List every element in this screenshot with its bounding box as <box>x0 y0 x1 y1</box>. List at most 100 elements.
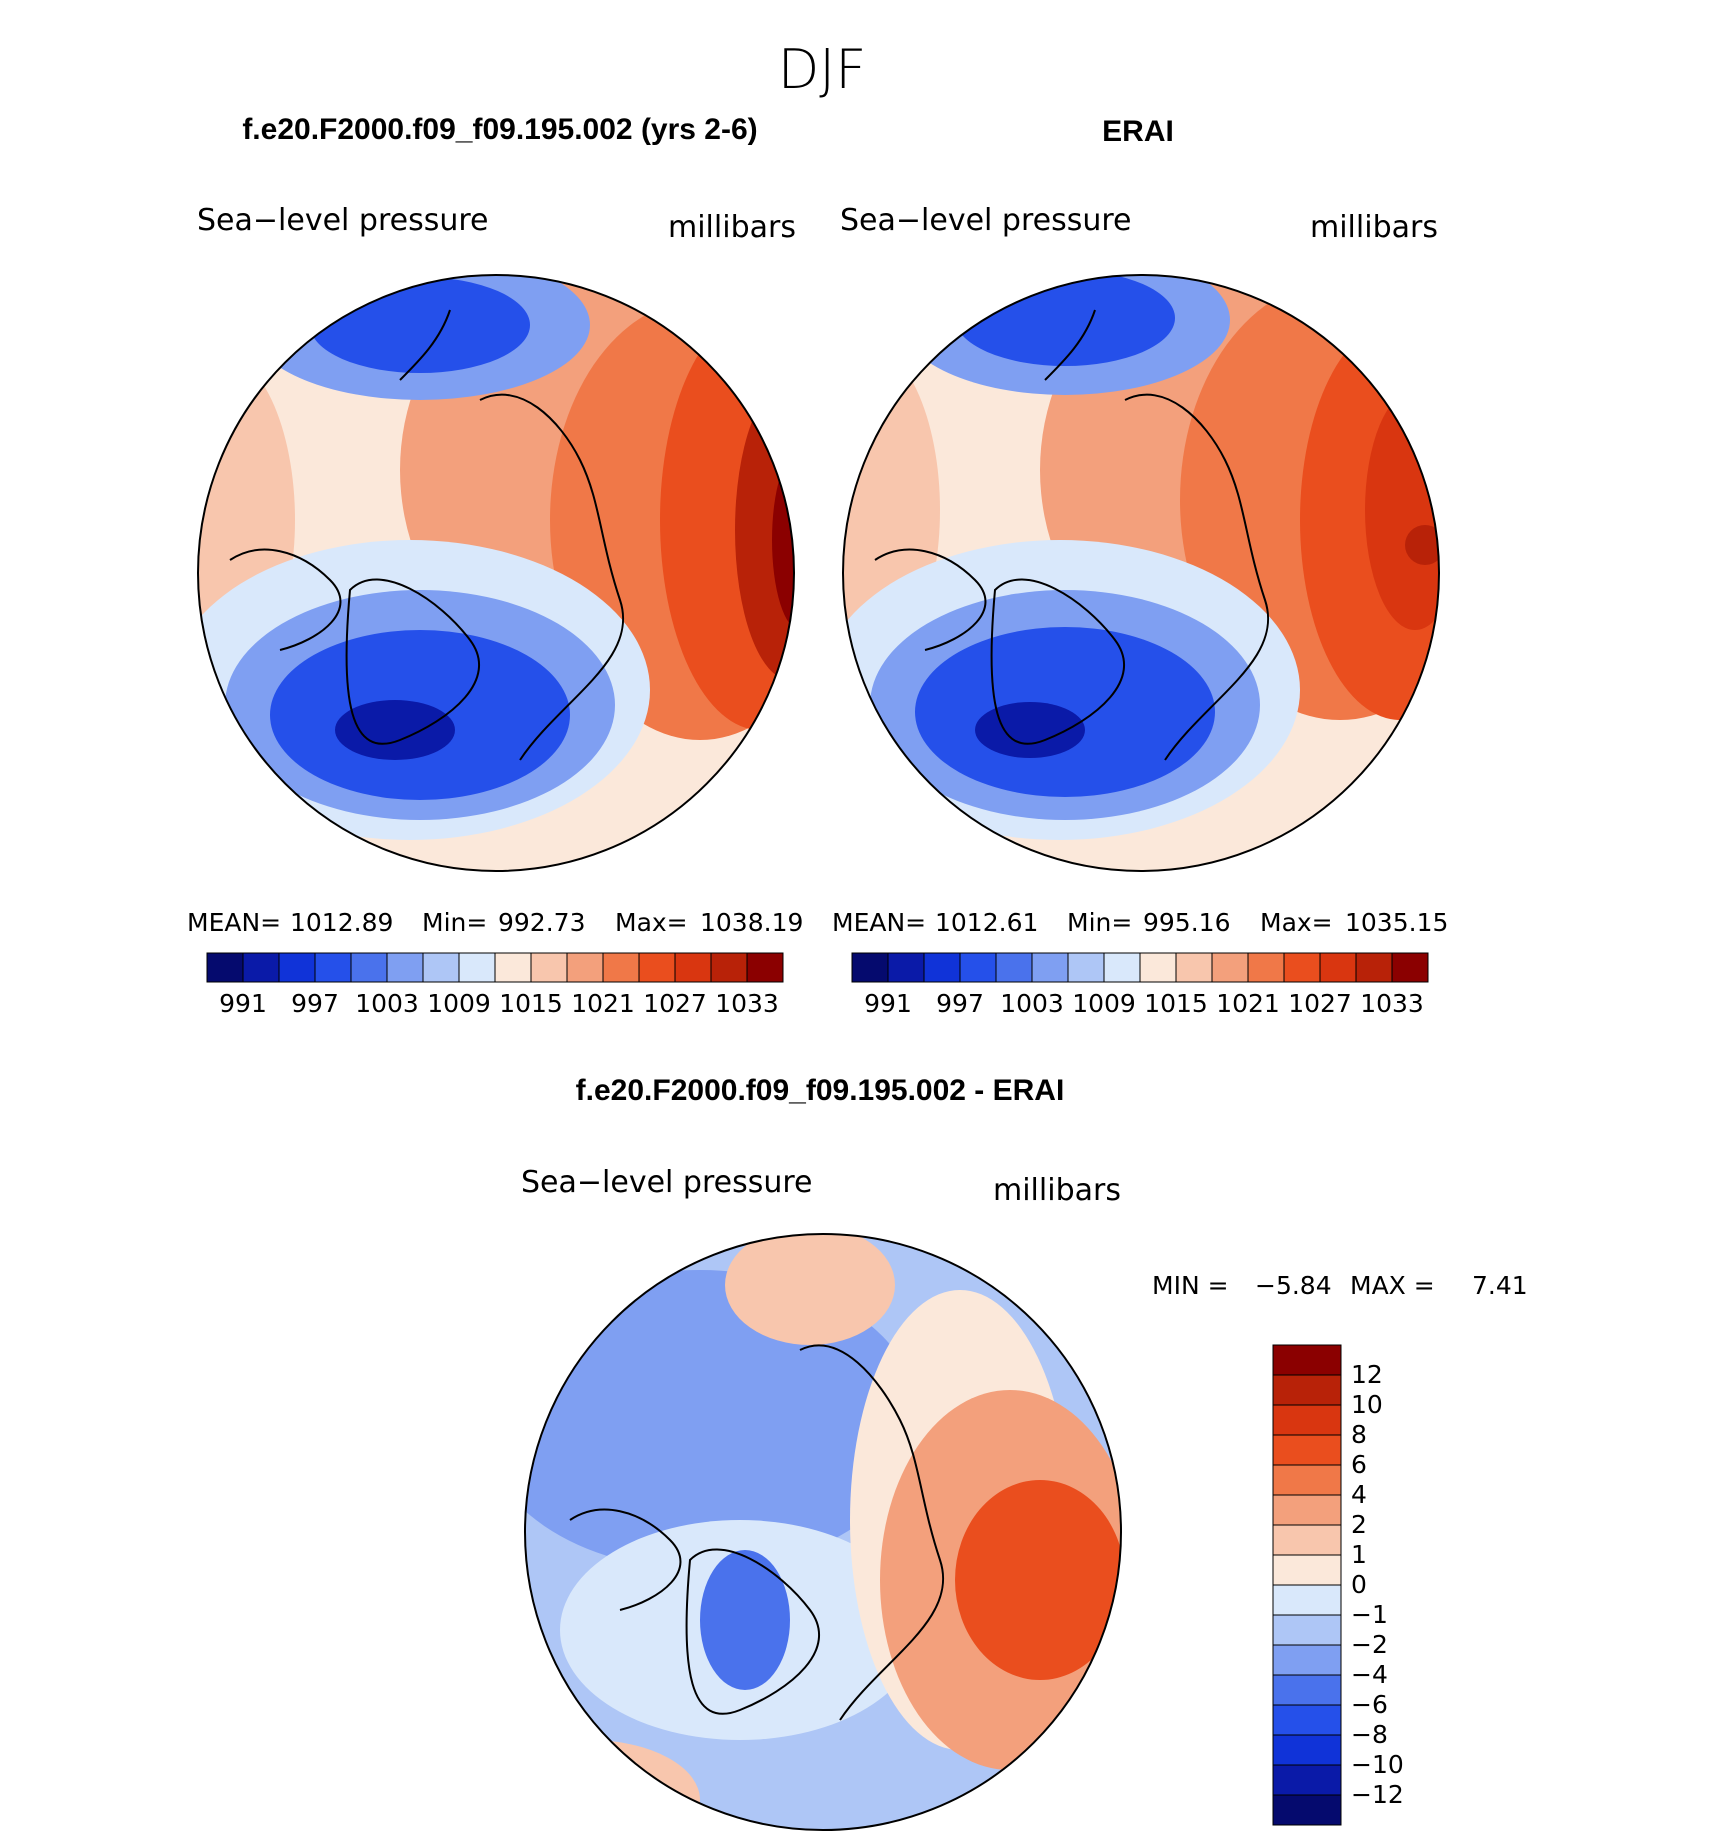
map-model-coastline <box>345 578 480 745</box>
colorbar-tick-label: 1 <box>1351 1540 1367 1569</box>
colorbar-swatch <box>458 952 496 983</box>
colorbar-swatch <box>1272 1554 1342 1586</box>
map-obs-border <box>842 274 1440 872</box>
map-model <box>198 275 794 871</box>
panel-model-title: f.e20.F2000.f09_f09.195.002 (yrs 2-6) <box>242 113 757 146</box>
colorbar-swatch <box>1272 1794 1342 1826</box>
colorbar-swatch <box>710 952 748 983</box>
colorbar-swatch <box>1272 1494 1342 1526</box>
panel-model-mean-label: MEAN= <box>187 908 281 937</box>
colorbar-swatch <box>1319 952 1357 983</box>
panel-diff: f.e20.F2000.f09_f09.195.002 - ERAI Sea−l… <box>521 1074 1528 1831</box>
colorbar-swatch <box>1211 952 1249 983</box>
colorbar-swatch <box>1031 952 1069 983</box>
panel-diff-stats: MIN = −5.84 MAX = 7.41 <box>1152 1271 1528 1300</box>
colorbar-tick-label: 0 <box>1351 1570 1367 1599</box>
colorbar-tick-label: −12 <box>1351 1780 1404 1809</box>
panel-obs-min-label: Min= <box>1067 908 1132 937</box>
colorbar-tick-label: 997 <box>936 989 984 1018</box>
colorbar-swatch <box>746 952 784 983</box>
map-model-coastline-2 <box>479 393 624 761</box>
panel-diff-max-value: 7.41 <box>1472 1271 1528 1300</box>
panel-model-max-value: 1038.19 <box>700 908 803 937</box>
map-diff-region-neg-greenland <box>700 1550 790 1690</box>
map-diff-coastline <box>685 1548 820 1715</box>
colorbar-swatch <box>1139 952 1177 983</box>
panel-diff-variable-label: Sea−level pressure <box>521 1165 812 1200</box>
colorbar-swatch <box>350 952 388 983</box>
colorbar-swatch <box>1272 1734 1342 1766</box>
panel-obs-stats: MEAN= 1012.61 Min= 995.16 Max= 1035.15 <box>832 908 1448 937</box>
panel-diff-min-label: MIN = <box>1152 1271 1229 1300</box>
panel-diff-min-value: −5.84 <box>1255 1271 1332 1300</box>
map-model-border <box>197 274 795 872</box>
colorbar-swatch <box>422 952 460 983</box>
colorbar-tick-label: 2 <box>1351 1510 1367 1539</box>
panel-diff-title: f.e20.F2000.f09_f09.195.002 - ERAI <box>576 1074 1065 1107</box>
colorbar-swatch <box>887 952 925 983</box>
colorbar-tick-label: 1015 <box>1144 989 1208 1018</box>
map-model-region-low-icelandic <box>335 700 455 760</box>
panel-obs-variable-label: Sea−level pressure <box>840 203 1131 238</box>
panel-model: f.e20.F2000.f09_f09.195.002 (yrs 2-6) Se… <box>187 113 803 1018</box>
colorbar-swatch <box>1175 952 1213 983</box>
colorbar-swatch <box>1272 1374 1342 1406</box>
panel-obs-units-label: millibars <box>1310 210 1438 245</box>
colorbar-tick-label: 1009 <box>427 989 491 1018</box>
map-diff-border <box>524 1233 1122 1831</box>
map-diff-region-pos-east-2 <box>955 1480 1121 1680</box>
panel-obs-max-label: Max= <box>1260 908 1333 937</box>
colorbar-swatch <box>1247 952 1285 983</box>
panel-obs-title: ERAI <box>1102 115 1174 148</box>
colorbar-swatch <box>314 952 352 983</box>
colorbar-tick-label: 1003 <box>355 989 419 1018</box>
colorbar-tick-label: 1027 <box>1288 989 1352 1018</box>
panel-obs-min-value: 995.16 <box>1143 908 1230 937</box>
colorbar-tick-label: 6 <box>1351 1450 1367 1479</box>
map-model-coastline-3 <box>229 548 342 651</box>
colorbar-swatch <box>1067 952 1105 983</box>
panel-model-min-value: 992.73 <box>498 908 585 937</box>
panel-obs-max-value: 1035.15 <box>1345 908 1448 937</box>
panel-model-variable-label: Sea−level pressure <box>197 203 488 238</box>
panel-model-stats: MEAN= 1012.89 Min= 992.73 Max= 1038.19 <box>187 908 803 937</box>
colorbar-tick-label: −6 <box>1351 1690 1388 1719</box>
panel-diff-units-label: millibars <box>993 1173 1121 1208</box>
colorbar-swatch <box>566 952 604 983</box>
panel-obs-mean-value: 1012.61 <box>935 908 1038 937</box>
map-obs-coastline-3 <box>874 548 987 651</box>
colorbar-tick-label: 1033 <box>715 989 779 1018</box>
colorbar-swatch <box>995 952 1033 983</box>
colorbar-tick-label: 991 <box>219 989 267 1018</box>
map-obs <box>843 275 1439 871</box>
panel-model-units-label: millibars <box>668 210 796 245</box>
colorbar-tick-label: 4 <box>1351 1480 1367 1509</box>
map-obs-region-icelandic <box>975 702 1085 758</box>
colorbar-swatch <box>602 952 640 983</box>
colorbar-swatch <box>1272 1674 1342 1706</box>
colorbar-tick-label: 997 <box>291 989 339 1018</box>
colorbar-swatch <box>278 952 316 983</box>
colorbar-tick-label: 12 <box>1351 1360 1383 1389</box>
panel-obs-mean-label: MEAN= <box>832 908 926 937</box>
map-diff-coastline-2 <box>799 1344 944 1721</box>
figure-title: DJF <box>778 38 867 101</box>
colorbar-swatch <box>851 952 889 983</box>
colorbar-tick-label: 1003 <box>1000 989 1064 1018</box>
colorbar-swatch <box>1283 952 1321 983</box>
colorbar-swatch <box>1272 1404 1342 1436</box>
panel-obs-colorbar: 991 997 1003 1009 1015 1021 1027 1033 <box>851 952 1429 1018</box>
colorbar-swatch <box>1272 1644 1342 1676</box>
map-diff-region-pos-top <box>725 1234 895 1345</box>
map-obs-region-high-core <box>1405 525 1439 565</box>
map-model-region-high-core <box>772 450 794 630</box>
colorbar-tick-label: 1021 <box>1216 989 1280 1018</box>
map-diff-coastline-3 <box>569 1508 682 1611</box>
colorbar-tick-label: −2 <box>1351 1630 1388 1659</box>
colorbar-tick-label: −8 <box>1351 1720 1388 1749</box>
colorbar-swatch <box>494 952 532 983</box>
colorbar-tick-label: 1033 <box>1360 989 1424 1018</box>
map-obs-coastline <box>990 578 1125 745</box>
colorbar-swatch <box>674 952 712 983</box>
